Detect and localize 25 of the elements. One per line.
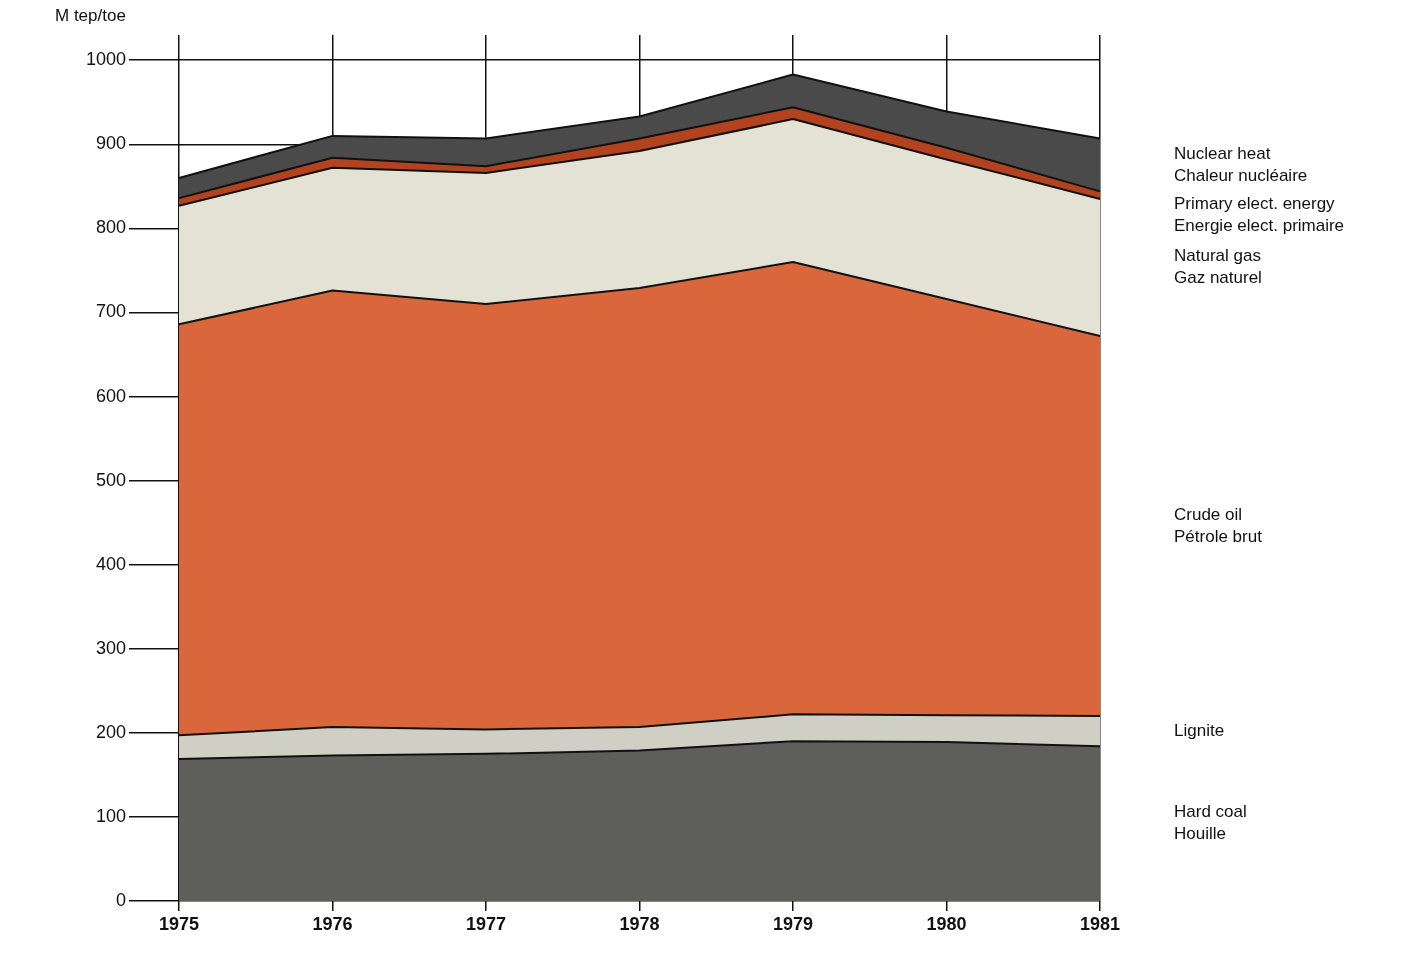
y-tick-label: 500: [95, 469, 126, 490]
x-tick-label: 1976: [312, 913, 353, 934]
y-tick-label: 400: [95, 553, 126, 574]
y-tick-label: 600: [95, 385, 126, 406]
text: Primary elect. energy Energie elect. primaire: [1174, 193, 1345, 235]
text: Nuclear heat Chaleur nucléaire: [1174, 143, 1308, 185]
y-tick-label: 1000: [85, 49, 126, 70]
text: Natural gas Gaz naturel: [1174, 246, 1262, 288]
x-tick-label: 1980: [926, 913, 967, 934]
x-tick-label: 1981: [1079, 913, 1121, 934]
y-tick-label: 800: [95, 217, 126, 238]
y-axis-title: M tep/toe: [55, 6, 126, 26]
y-tick-label: 100: [95, 805, 126, 826]
text: Lignite: [1174, 720, 1225, 740]
y-tick-label: 0: [115, 889, 126, 910]
y-tick-label: 200: [95, 721, 126, 742]
x-tick-label: 1979: [772, 913, 814, 934]
x-tick-label: 1978: [619, 913, 660, 934]
y-tick-label: 300: [95, 637, 126, 658]
x-tick-label: 1977: [465, 913, 507, 934]
y-tick-label: 900: [95, 133, 126, 154]
text: Hard coal Houille: [1174, 802, 1247, 844]
x-tick-label: 1975: [158, 913, 200, 934]
y-tick-label: 700: [95, 301, 126, 322]
text: Crude oil Pétrole brut: [1174, 504, 1263, 546]
